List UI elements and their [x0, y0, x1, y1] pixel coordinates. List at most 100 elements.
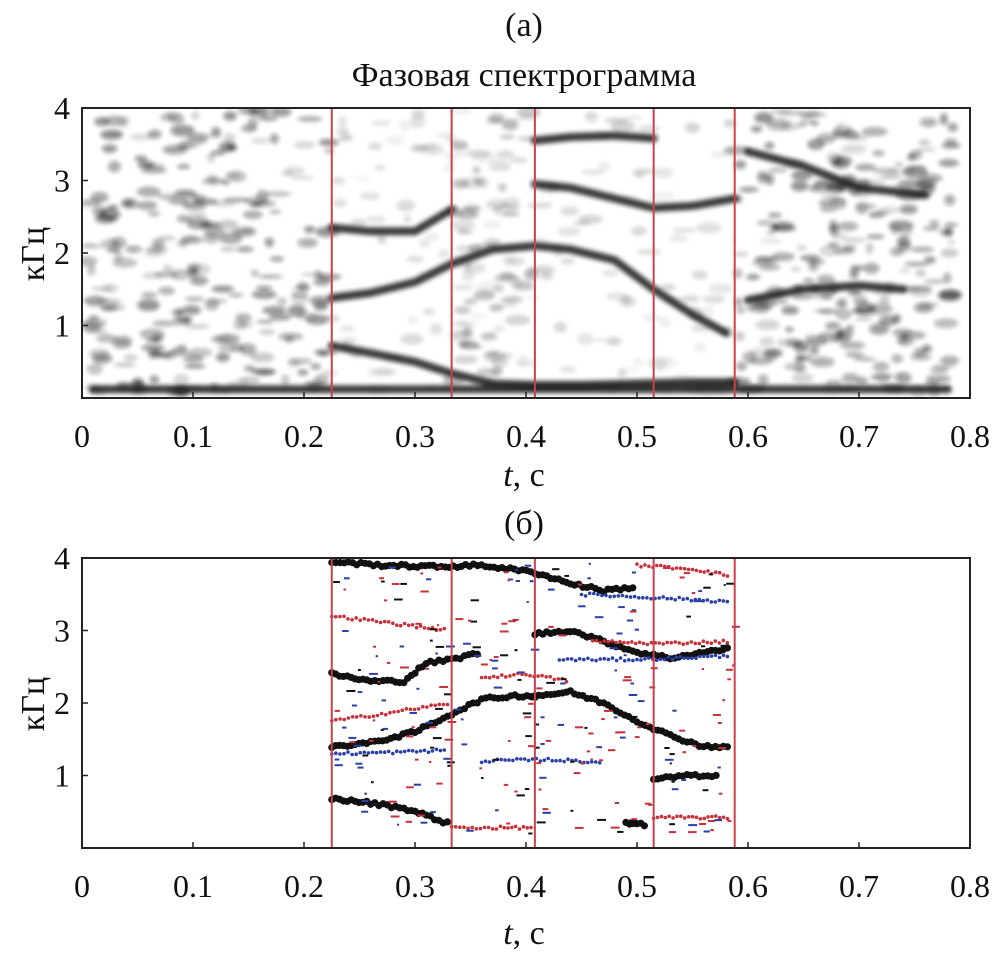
texture-blob: [526, 202, 553, 208]
texture-blob: [846, 325, 855, 330]
scatter-point: [381, 699, 386, 702]
scatter-point: [527, 745, 535, 748]
scatter-point: [597, 746, 603, 749]
texture-blob: [191, 194, 206, 201]
texture-blob: [939, 113, 948, 125]
scatter-point: [623, 654, 627, 657]
texture-blob: [454, 306, 471, 315]
texture-blob: [354, 176, 371, 181]
texture-blob: [606, 336, 622, 346]
texture-blob: [92, 353, 113, 364]
scatter-point: [548, 674, 552, 679]
scatter-point: [342, 614, 346, 619]
texture-blob: [623, 115, 643, 121]
texture-blob: [373, 368, 398, 375]
scatter-point: [529, 825, 533, 830]
scatter-point: [731, 625, 740, 628]
texture-blob: [809, 120, 819, 126]
scatter-point: [526, 758, 531, 763]
texture-blob: [710, 151, 733, 158]
texture-blob: [819, 205, 837, 212]
scatter-point: [712, 714, 721, 716]
scatter-point: [558, 758, 562, 763]
scatter-point: [350, 752, 354, 757]
scatter-point: [513, 824, 518, 829]
texture-blob: [211, 150, 226, 156]
scatter-point: [586, 750, 591, 753]
texture-blob: [141, 344, 165, 352]
scatter-point: [487, 760, 492, 764]
scatter-point: [624, 594, 629, 599]
texture-blob: [764, 141, 775, 150]
texture-blob: [855, 315, 873, 322]
texture-blob: [853, 296, 869, 306]
texture-blob: [368, 142, 382, 151]
texture-blob: [98, 208, 121, 221]
scatter-point: [643, 657, 647, 661]
scatter-point: [649, 640, 654, 645]
scatter-point: [522, 712, 532, 715]
texture-blob: [509, 156, 528, 164]
scatter-point: [414, 758, 419, 761]
scatter-point: [725, 816, 730, 821]
texture-blob: [933, 318, 959, 329]
texture-blob: [297, 238, 318, 248]
texture-blob: [642, 313, 662, 323]
scatter-point: [565, 657, 570, 661]
texture-blob: [270, 133, 279, 144]
scatter-point: [357, 691, 363, 694]
texture-blob: [659, 284, 676, 291]
scatter-point: [560, 678, 567, 681]
texture-blob: [500, 271, 515, 280]
scatter-point: [556, 677, 561, 681]
scatter-point: [490, 827, 495, 831]
scatter-point: [508, 620, 516, 623]
scatter-point: [670, 567, 675, 571]
texture-blob: [921, 344, 932, 354]
texture-blob: [250, 269, 260, 277]
texture-blob: [516, 359, 538, 368]
texture-blob: [850, 309, 869, 314]
texture-blob: [321, 369, 338, 377]
scatter-point: [362, 754, 369, 757]
scatter-point: [406, 735, 414, 738]
scatter-point: [382, 750, 387, 754]
texture-blob: [922, 226, 941, 231]
scatter-point: [466, 829, 474, 832]
texture-blob: [132, 377, 144, 387]
scatter-point: [580, 762, 585, 765]
texture-blob: [496, 150, 515, 159]
scatter-point: [602, 656, 607, 661]
texture-blob: [254, 369, 275, 376]
texture-blob: [659, 316, 672, 328]
scatter-point: [536, 674, 540, 678]
scatter-point: [429, 703, 433, 707]
scatter-point: [693, 641, 698, 646]
scatter-point: [430, 746, 435, 749]
scatter-point: [606, 657, 611, 662]
texture-blob: [141, 168, 168, 174]
scatter-point: [426, 578, 432, 581]
scatter-point: [595, 746, 599, 748]
scatter-point: [512, 673, 516, 677]
scatter-point: [546, 756, 550, 761]
scatter-point: [422, 748, 427, 753]
scatter-point: [479, 760, 484, 765]
texture-blob: [766, 229, 777, 236]
panel-b: (б) 0 0.1 0.2 0.3 0.4 0.5 0.6 0.7 0.8 1 2 3 4 кГц t,…: [15, 505, 990, 952]
scatter-point: [384, 599, 388, 602]
texture-blob: [225, 144, 238, 151]
texture-blob: [756, 220, 775, 226]
scatter-point: [706, 815, 710, 819]
scatter-point: [616, 632, 623, 635]
texture-blob: [619, 367, 640, 373]
scatter-point: [421, 728, 424, 731]
scatter-point: [646, 723, 651, 725]
scatter-point: [524, 716, 532, 719]
scatter-point: [414, 750, 419, 754]
scatter-point: [521, 824, 526, 829]
scatter-point: [645, 642, 650, 647]
scatter-point: [503, 571, 509, 574]
scatter-point: [647, 564, 651, 569]
scatter-point: [354, 715, 359, 719]
